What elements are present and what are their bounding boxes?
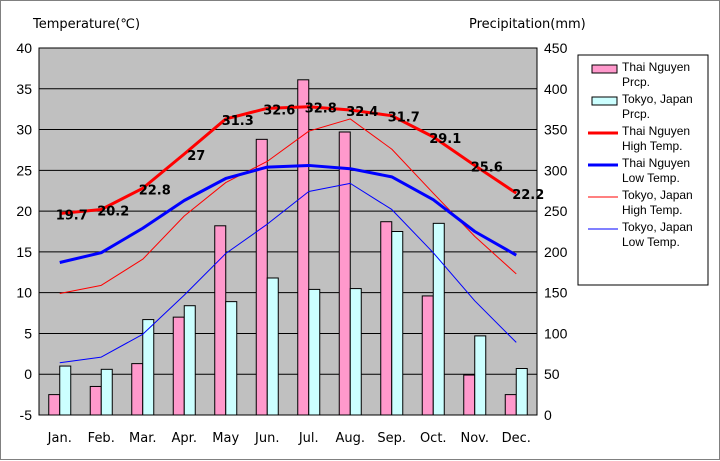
bar-tokyo-precip-0 xyxy=(59,365,72,416)
bar-thai-nguyen-precip-1 xyxy=(89,385,102,416)
high-temp-value-label-2: 22.8 xyxy=(139,183,171,198)
temp-tick-label-6: 25 xyxy=(16,162,32,178)
legend-label-1-1: Prcp. xyxy=(622,107,650,121)
month-label-1: Feb. xyxy=(88,431,115,446)
bar-thai-nguyen-precip-8 xyxy=(380,221,393,416)
month-label-10: Nov. xyxy=(461,431,490,446)
high-temp-value-label-6: 32.8 xyxy=(305,102,337,117)
legend-label-5-0: Tokyo, Japan xyxy=(622,220,693,234)
temperature-axis-title: Temperature(℃) xyxy=(32,17,140,32)
temp-tick-label-0: -5 xyxy=(20,407,33,423)
precip-tick-label-9: 450 xyxy=(544,40,568,56)
legend-label-4-0: Tokyo, Japan xyxy=(622,188,693,202)
month-label-6: Jul. xyxy=(298,431,319,446)
bar-tokyo-precip-3 xyxy=(183,305,196,416)
temp-tick-label-8: 35 xyxy=(16,81,32,97)
bar-tokyo-precip-11 xyxy=(515,368,528,416)
precipitation-axis-title: Precipitation(mm) xyxy=(469,17,586,32)
precip-tick-label-2: 100 xyxy=(544,325,568,341)
precip-tick-label-6: 300 xyxy=(544,162,568,178)
bar-thai-nguyen-precip-11 xyxy=(504,394,517,416)
month-label-5: Jun. xyxy=(254,431,279,446)
legend-label-2-0: Thai Nguyen xyxy=(622,124,690,138)
high-temp-value-label-5: 32.6 xyxy=(263,103,295,118)
bar-tokyo-precip-2 xyxy=(142,319,155,416)
bar-tokyo-precip-9 xyxy=(432,222,445,416)
month-label-11: Dec. xyxy=(502,431,531,446)
month-label-9: Oct. xyxy=(420,431,447,446)
temp-tick-label-2: 5 xyxy=(24,325,32,341)
precip-tick-label-1: 50 xyxy=(544,366,560,382)
temp-tick-label-3: 10 xyxy=(16,285,32,301)
plot-area xyxy=(39,48,537,415)
series-line-1 xyxy=(59,163,517,264)
bar-thai-nguyen-precip-5 xyxy=(255,138,268,416)
series-line-2 xyxy=(59,118,517,294)
legend-label-0-1: Prcp. xyxy=(622,75,650,89)
legend-label-0-0: Thai Nguyen xyxy=(622,60,690,74)
bar-tokyo-precip-1 xyxy=(100,368,113,416)
bar-thai-nguyen-precip-7 xyxy=(338,131,351,416)
month-label-3: Apr. xyxy=(172,431,197,446)
bar-tokyo-precip-8 xyxy=(391,231,404,416)
bar-tokyo-precip-6 xyxy=(308,288,321,416)
temp-tick-label-4: 15 xyxy=(16,244,32,260)
high-temp-value-label-11: 22.2 xyxy=(512,188,544,203)
bar-thai-nguyen-precip-3 xyxy=(172,316,185,416)
month-label-2: Mar. xyxy=(129,431,156,446)
high-temp-value-label-0: 19.7 xyxy=(56,209,88,224)
legend-swatch-1 xyxy=(591,96,618,106)
high-temp-value-label-7: 32.4 xyxy=(346,105,378,120)
bar-thai-nguyen-precip-4 xyxy=(214,225,227,416)
month-label-4: May xyxy=(212,431,239,446)
bar-thai-nguyen-precip-9 xyxy=(421,295,434,416)
high-temp-value-label-3: 27 xyxy=(187,149,205,164)
high-temp-value-label-4: 31.3 xyxy=(222,114,254,129)
precip-tick-label-3: 150 xyxy=(544,285,568,301)
month-label-7: Aug. xyxy=(335,431,365,446)
legend-swatch-0 xyxy=(591,64,618,74)
precip-tick-label-5: 250 xyxy=(544,203,568,219)
series-line-3 xyxy=(59,182,517,364)
bar-tokyo-precip-7 xyxy=(349,288,362,416)
bar-thai-nguyen-precip-0 xyxy=(48,394,61,416)
bar-thai-nguyen-precip-6 xyxy=(297,79,310,416)
temp-tick-label-5: 20 xyxy=(16,203,32,219)
temp-tick-label-7: 30 xyxy=(16,122,32,138)
series-line-0 xyxy=(59,105,518,216)
bar-tokyo-precip-4 xyxy=(225,301,238,416)
legend-label-5-1: Low Temp. xyxy=(622,235,680,249)
high-temp-value-label-8: 31.7 xyxy=(388,111,420,126)
bar-tokyo-precip-10 xyxy=(474,335,487,416)
month-label-0: Jan. xyxy=(47,431,72,446)
legend-box xyxy=(577,54,709,286)
temp-tick-label-1: 0 xyxy=(24,366,32,382)
plot-border xyxy=(38,47,538,416)
high-temp-value-label-1: 20.2 xyxy=(97,204,129,219)
legend-label-4-1: High Temp. xyxy=(622,203,682,217)
bar-tokyo-precip-5 xyxy=(266,277,279,416)
temp-tick-label-9: 40 xyxy=(16,40,32,56)
high-temp-value-label-9: 29.1 xyxy=(429,132,461,147)
legend-label-3-0: Thai Nguyen xyxy=(622,156,690,170)
month-label-8: Sep. xyxy=(377,431,406,446)
precip-tick-label-8: 400 xyxy=(544,81,568,97)
precip-tick-label-4: 200 xyxy=(544,244,568,260)
precip-tick-label-0: 0 xyxy=(544,407,552,423)
bar-thai-nguyen-precip-10 xyxy=(463,374,476,416)
legend-label-3-1: Low Temp. xyxy=(622,171,680,185)
bar-thai-nguyen-precip-2 xyxy=(131,363,144,416)
high-temp-value-label-10: 25.6 xyxy=(471,160,503,175)
precip-tick-label-7: 350 xyxy=(544,122,568,138)
legend-label-1-0: Tokyo, Japan xyxy=(622,92,693,106)
legend-label-2-1: High Temp. xyxy=(622,139,682,153)
